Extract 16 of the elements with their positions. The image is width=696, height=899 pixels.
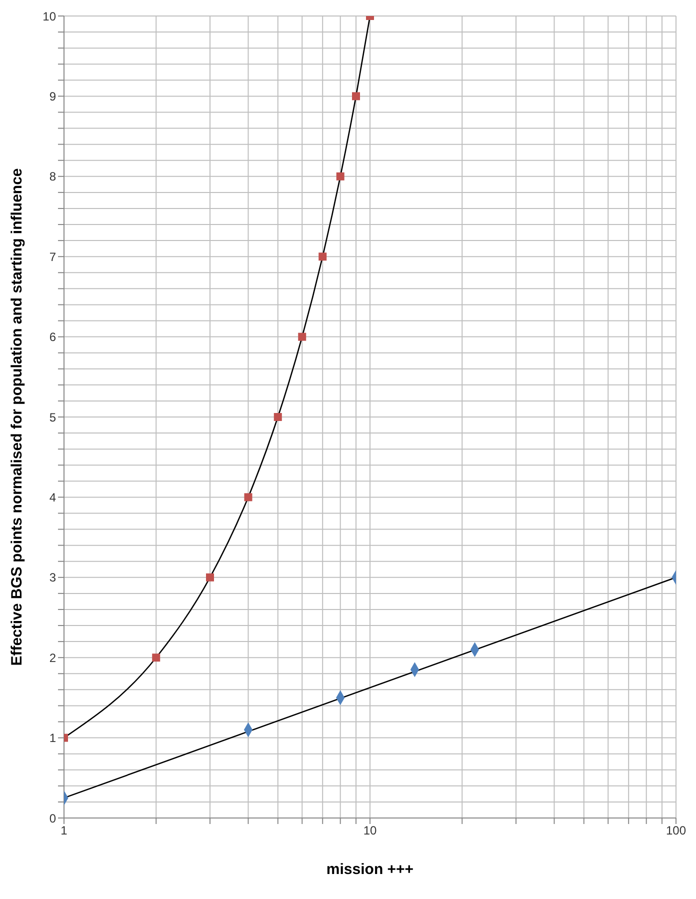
y-axis-title: Effective BGS points normalised for population and starting influence: [8, 168, 26, 666]
y-tick-label: 3: [49, 570, 56, 585]
y-tick-label: 2: [49, 650, 56, 665]
y-tick-label: 4: [49, 490, 56, 504]
y-tick-label: 6: [49, 330, 56, 344]
x-tick-label: 100: [666, 824, 686, 838]
y-tick-label: 8: [49, 170, 56, 184]
y-tick-label: 1: [49, 731, 56, 746]
y-tick-label: 10: [42, 9, 56, 24]
y-tick-label: 9: [49, 89, 56, 104]
y-tick-label: 7: [49, 250, 56, 264]
x-tick-label: 10: [363, 824, 377, 838]
y-tick-label: 0: [49, 811, 56, 826]
y-tick-label: 5: [49, 410, 56, 424]
x-tick-label: 1: [60, 824, 68, 838]
x-axis-title: mission +++: [326, 861, 414, 878]
